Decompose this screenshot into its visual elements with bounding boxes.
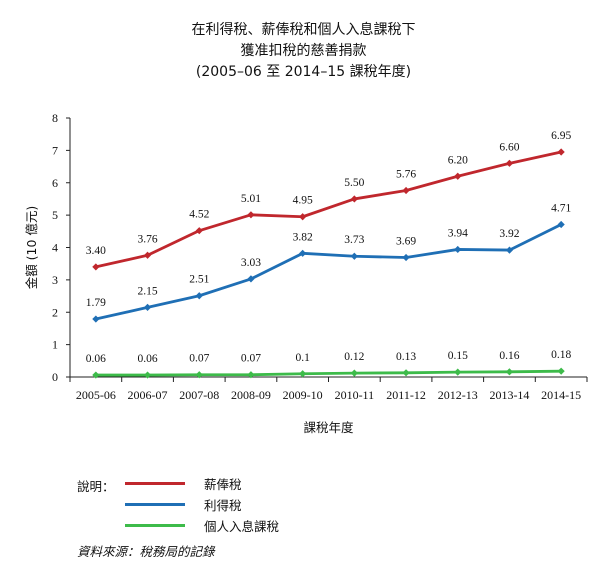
y-tick-label: 7	[52, 143, 58, 157]
series-1: 1.79 2.15 2.51 3.03 3.82 3.73 3.69 3.94 3.92 4.71	[86, 203, 571, 323]
data-point-marker	[505, 246, 514, 254]
data-point-marker	[92, 263, 100, 271]
legend-swatch-profits-tax	[125, 503, 185, 506]
x-tick-label: 2014-15	[541, 388, 581, 402]
data-point-marker	[299, 370, 307, 378]
x-tick-label: 2007-08	[179, 388, 219, 402]
data-point-marker	[350, 252, 358, 260]
data-label: 1.79	[86, 297, 106, 309]
data-label: 3.40	[86, 245, 106, 257]
series-line	[94, 369, 563, 377]
y-tick-label: 2	[52, 305, 58, 319]
data-label: 5.50	[344, 177, 364, 189]
data-label: 0.06	[86, 353, 106, 365]
data-point-marker	[143, 371, 152, 379]
data-label: 6.20	[448, 154, 468, 166]
data-label: 0.12	[344, 351, 364, 363]
source-note: 資料來源：稅務局的記錄	[77, 544, 215, 559]
data-label: 3.94	[448, 227, 468, 239]
data-label: 3.82	[293, 231, 313, 243]
y-tick-label: 0	[52, 370, 58, 384]
data-label: 6.95	[551, 130, 571, 142]
data-point-marker	[557, 367, 565, 375]
legend-title: 說明：	[77, 479, 115, 494]
data-label: 0.07	[189, 353, 209, 365]
data-point-marker	[247, 211, 255, 219]
x-tick-label: 2009-10	[283, 388, 323, 402]
chart-title-line-1: 在利得稅、薪俸稅和個人入息課稅下	[191, 22, 416, 38]
data-point-marker	[195, 371, 203, 379]
data-label: 0.06	[137, 353, 157, 365]
y-tick-label: 3	[52, 273, 58, 287]
data-label: 4.95	[293, 195, 313, 207]
data-label: 3.76	[137, 233, 157, 245]
series-2: 0.06 0.06 0.07 0.07 0.1 0.12 0.13 0.15 0.16 0.18	[86, 349, 571, 379]
data-point-marker	[143, 303, 152, 311]
y-tick-label: 5	[52, 208, 58, 222]
data-point-marker	[143, 251, 152, 259]
data-point-marker	[350, 369, 358, 377]
x-tick-label: 2005-06	[76, 388, 116, 402]
data-point-marker	[402, 253, 410, 262]
y-tick-label: 1	[52, 338, 58, 352]
x-tick-label: 2013-14	[489, 388, 529, 402]
data-point-marker	[247, 371, 255, 379]
legend-label-profits-tax: 利得稅	[204, 498, 242, 513]
data-point-marker	[350, 195, 358, 203]
data-point-marker	[454, 172, 462, 180]
chart-title-line-2: 獲准扣稅的慈善捐款	[240, 43, 367, 59]
series-line	[94, 223, 563, 321]
data-point-marker	[92, 371, 100, 379]
data-label: 3.73	[344, 234, 364, 246]
y-axis-title: 金額 (10 億元)	[24, 206, 39, 290]
data-point-marker	[505, 368, 514, 376]
data-label: 2.51	[189, 274, 209, 286]
x-tick-label: 2006-07	[128, 388, 168, 402]
data-label: 0.13	[396, 351, 416, 363]
data-label: 0.07	[241, 353, 261, 365]
legend-swatch-salaries-tax	[125, 482, 185, 485]
x-tick-label: 2008-09	[231, 388, 271, 402]
data-label: 0.1	[295, 352, 310, 364]
x-tick-label: 2012-13	[438, 388, 478, 402]
data-label: 3.92	[499, 228, 519, 240]
x-axis-title: 課稅年度	[303, 420, 354, 435]
legend-label-personal-assessment: 個人入息課稅	[204, 519, 280, 534]
data-label: 2.15	[137, 285, 157, 297]
data-point-marker	[557, 220, 565, 229]
data-point-marker	[557, 148, 565, 156]
data-point-marker	[195, 292, 203, 300]
data-label: 5.01	[241, 193, 261, 205]
data-point-marker	[195, 227, 203, 235]
data-point-marker	[505, 159, 514, 167]
data-label: 0.15	[448, 350, 468, 362]
data-point-marker	[454, 368, 462, 376]
chart-title-line-3: (2005–06 至 2014–15 課稅年度)	[195, 64, 412, 80]
data-point-marker	[402, 369, 410, 377]
x-tick-label: 2011-12	[386, 388, 426, 402]
data-label: 6.60	[499, 141, 519, 153]
data-point-marker	[299, 213, 307, 221]
y-tick-label: 6	[52, 176, 58, 190]
data-label: 3.03	[241, 257, 261, 269]
data-point-marker	[454, 245, 462, 254]
legend-swatch-personal-assessment	[125, 524, 185, 527]
y-tick-label: 4	[52, 241, 58, 255]
data-point-marker	[247, 275, 255, 283]
data-point-marker	[92, 315, 100, 323]
data-label: 4.52	[189, 209, 209, 221]
data-label: 3.69	[396, 236, 416, 248]
series-line	[94, 150, 563, 269]
legend-label-salaries-tax: 薪俸稅	[204, 477, 242, 492]
x-tick-label: 2010-11	[335, 388, 375, 402]
data-label: 5.76	[396, 169, 416, 181]
data-point-marker	[299, 249, 307, 257]
series-0: 3.40 3.76 4.52 5.01 4.95 5.50 5.76 6.20 6.60 6.95	[86, 130, 571, 271]
data-label: 4.71	[551, 203, 571, 215]
y-tick-label: 8	[52, 111, 58, 125]
data-label: 0.18	[551, 349, 571, 361]
data-label: 0.16	[499, 350, 519, 362]
data-point-marker	[402, 186, 410, 195]
